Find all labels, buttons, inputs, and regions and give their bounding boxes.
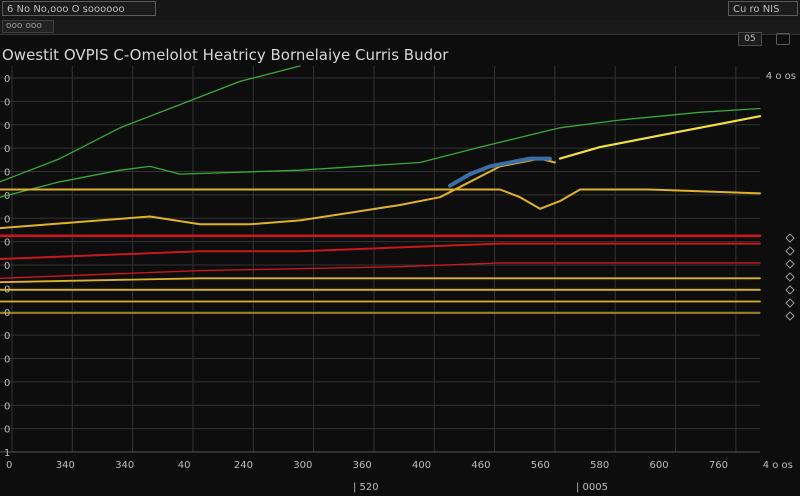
title-bar: 6 No No,ooo O soooooo Cu ro NIS <box>0 0 800 21</box>
x-tick-label: 300 <box>293 460 312 471</box>
y-tick-label: 0 <box>4 238 10 249</box>
y-tick-label: 0 <box>4 144 10 155</box>
y-tick-label: 0 <box>4 331 10 342</box>
y-tick-label: 0 <box>4 425 10 436</box>
legend-marker <box>785 311 795 321</box>
footer-label-left: | 520 <box>353 482 379 493</box>
x-tick-label: 340 <box>115 460 134 471</box>
x-tick-label: 0 <box>6 460 12 471</box>
x-tick-label: 600 <box>650 460 669 471</box>
legend-marker <box>785 285 795 295</box>
footer-label-right: | 0005 <box>576 482 608 493</box>
y-tick-label: 0 <box>4 401 10 412</box>
legend-marker <box>785 272 795 282</box>
legend-marker <box>785 298 795 308</box>
chart-title: Owestit OVPIS C-Omelolot Heatricy Bornel… <box>2 46 449 64</box>
x-tick-label: 460 <box>471 460 490 471</box>
series-line <box>0 262 761 279</box>
corner-readout: 4 o os <box>765 71 796 82</box>
series-line <box>0 242 761 260</box>
x-tick-label: 240 <box>234 460 253 471</box>
x-tick-label: 560 <box>531 460 550 471</box>
series-line <box>0 277 761 284</box>
y-tick-label: 0 <box>4 261 10 272</box>
x-tick-label: 340 <box>56 460 75 471</box>
y-tick-label: 0 <box>4 168 10 179</box>
toolbar-button[interactable]: ooo ooo <box>2 20 54 33</box>
legend-marker <box>785 233 795 243</box>
x-tick-label: 360 <box>353 460 372 471</box>
x-tick-label: 400 <box>412 460 431 471</box>
series-line <box>0 188 761 210</box>
status-indicator: Cu ro NIS <box>728 1 798 16</box>
legend-marker <box>785 259 795 269</box>
zoom-button[interactable]: 05 <box>738 32 762 46</box>
series-line <box>0 107 761 198</box>
y-tick-label: 0 <box>4 214 10 225</box>
toolbar: ooo ooo <box>0 20 800 35</box>
y-tick-label: 0 <box>4 191 10 202</box>
y-tick-label: 0 <box>4 378 10 389</box>
series-line <box>448 156 552 188</box>
series-line <box>558 115 762 160</box>
x-tick-label: 580 <box>590 460 609 471</box>
y-tick-label: 0 <box>4 121 10 132</box>
legend-marker <box>785 246 795 256</box>
series-line <box>0 157 556 230</box>
settings-icon[interactable] <box>776 33 790 45</box>
y-tick-label: 0 <box>4 74 10 85</box>
x-tick-label: 760 <box>709 460 728 471</box>
series-line <box>0 65 301 183</box>
y-tick-label: 0 <box>4 355 10 366</box>
x-tick-label: 4 o os <box>763 460 793 471</box>
x-tick-label: 40 <box>178 460 191 471</box>
y-tick-label: 1 <box>4 448 10 459</box>
y-tick-label: 0 <box>4 97 10 108</box>
document-tab[interactable]: 6 No No,ooo O soooooo <box>2 1 156 16</box>
